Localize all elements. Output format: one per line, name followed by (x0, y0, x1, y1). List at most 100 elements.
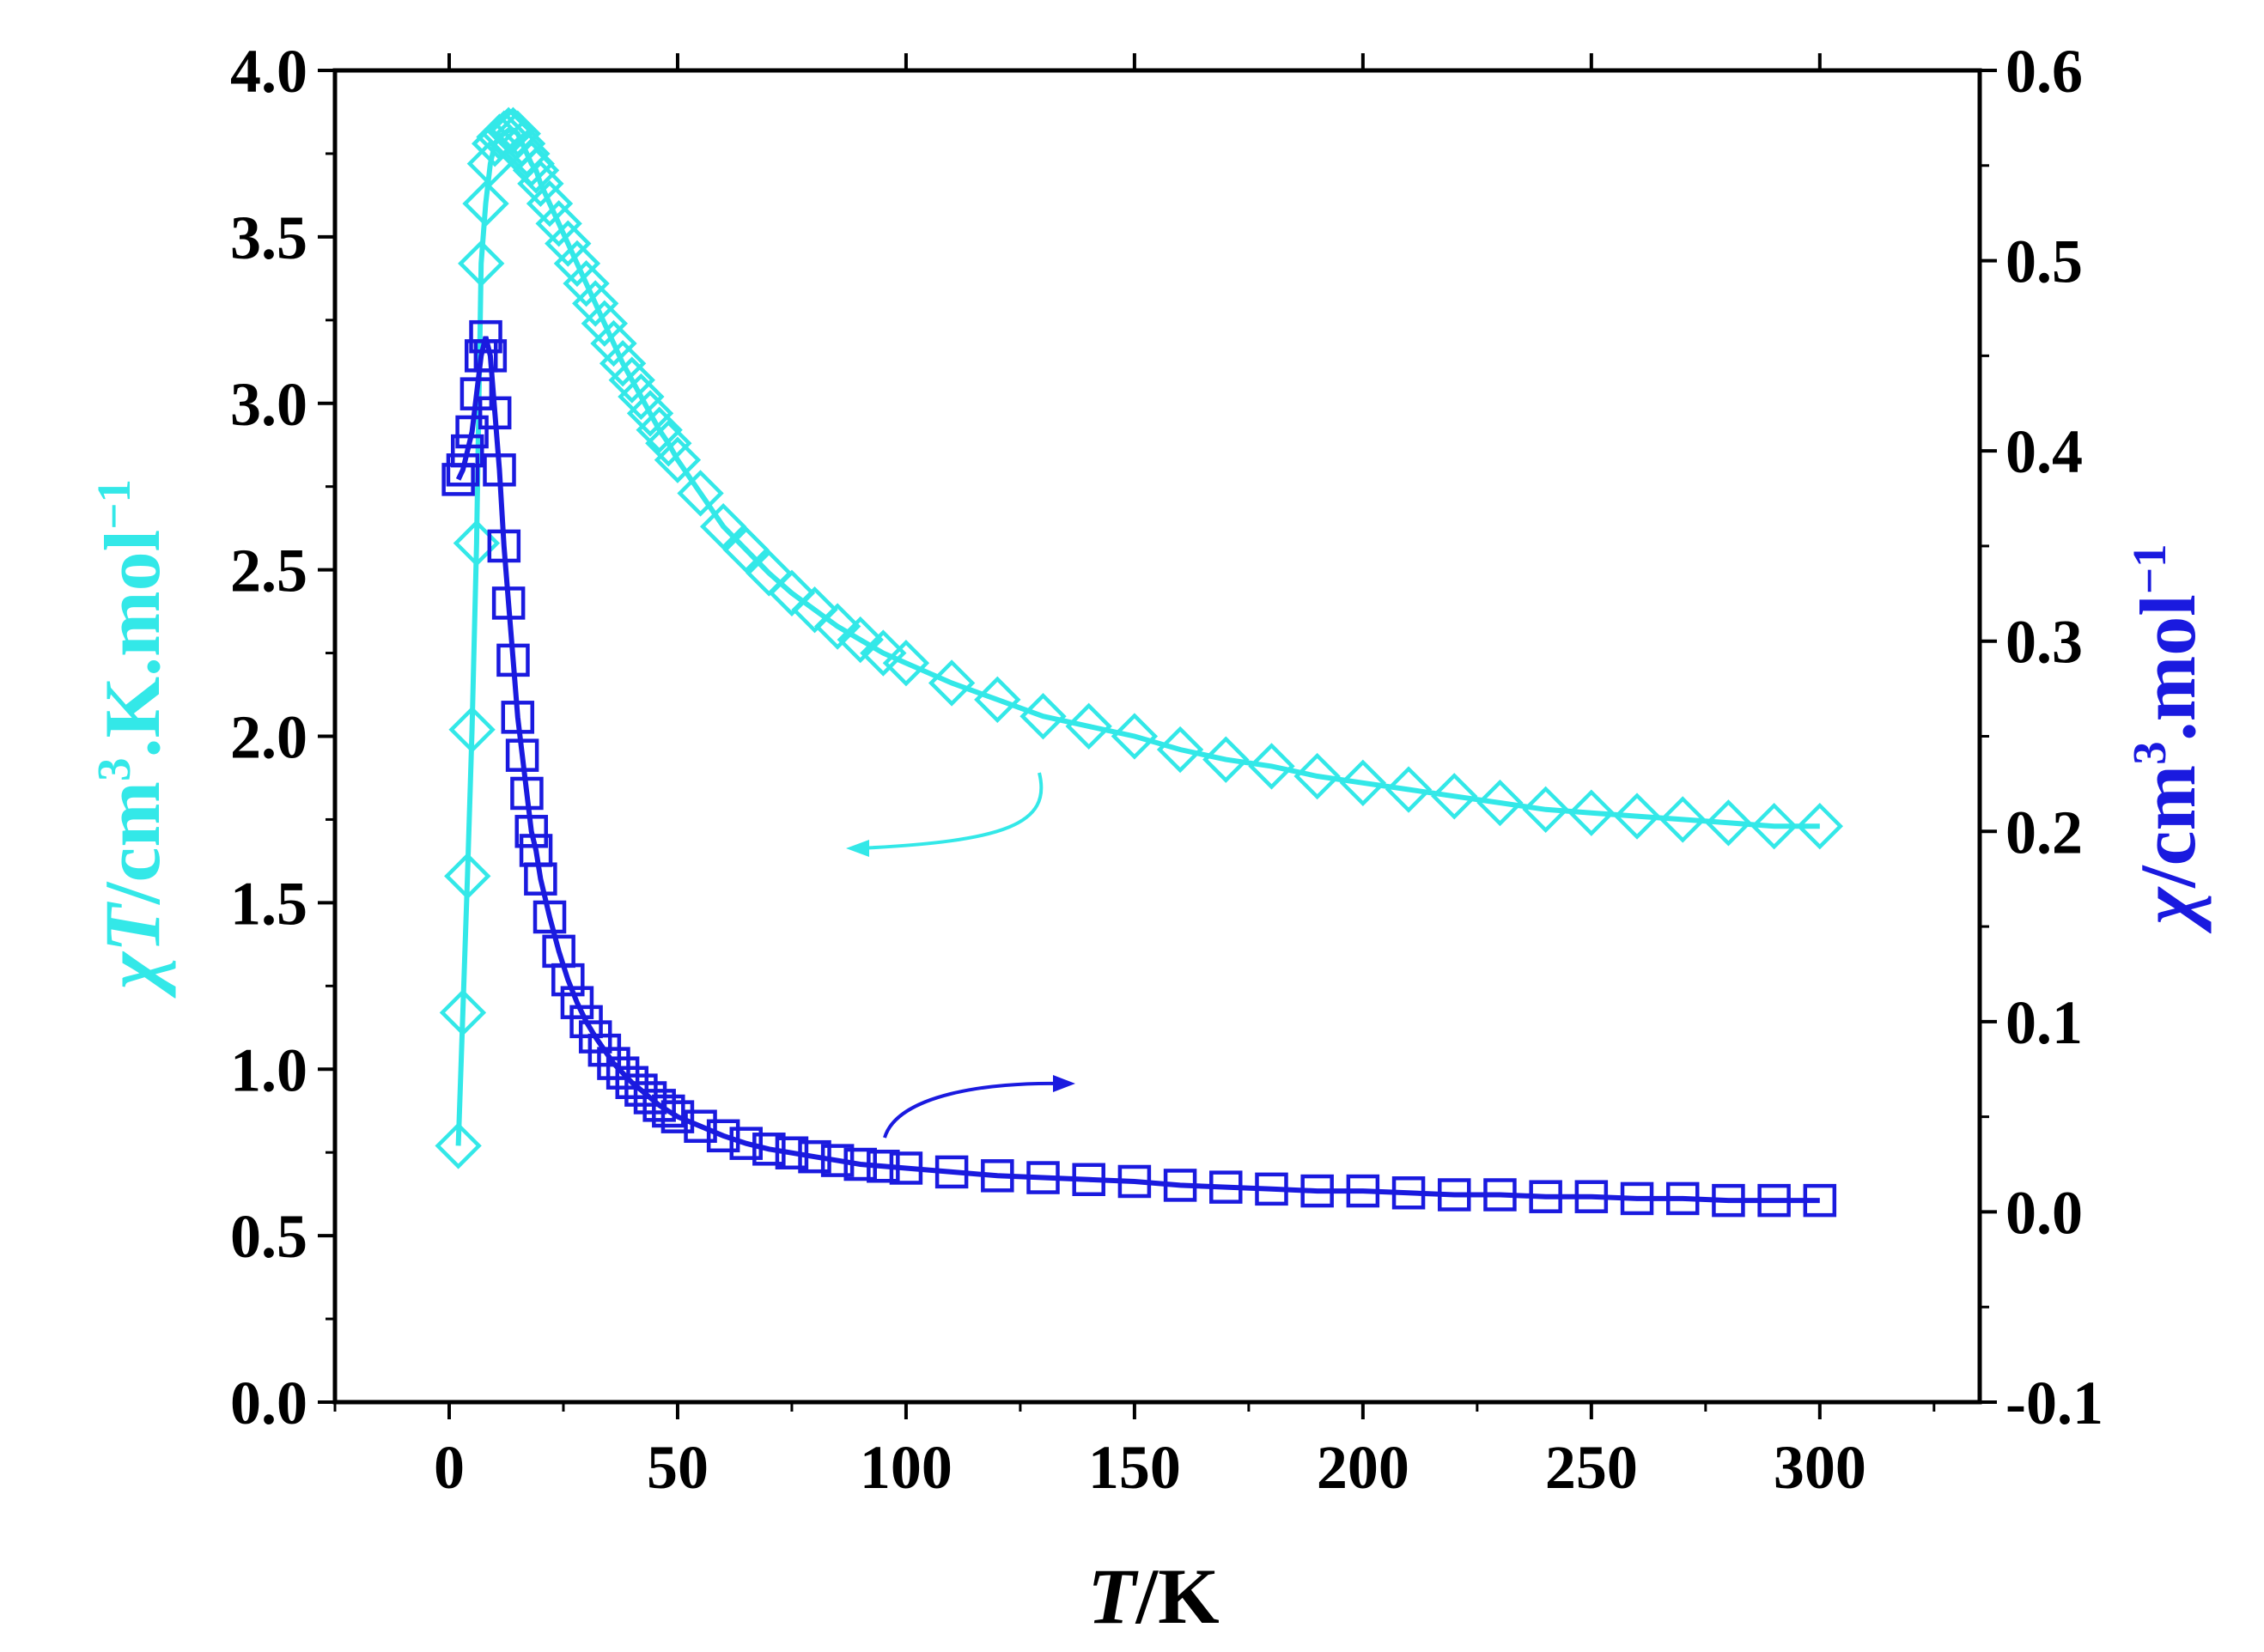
data-point-chi (551, 963, 585, 997)
data-point-chi (1803, 1183, 1837, 1218)
arrow-chi-right-head (1053, 1075, 1075, 1092)
data-point-chi (510, 776, 544, 811)
data-point-chi (505, 738, 539, 772)
data-point-chi (501, 701, 535, 734)
data-point-chi (660, 1100, 695, 1133)
data-point-chi (820, 1144, 855, 1177)
data-point-chi (642, 1089, 676, 1122)
data-point-chiT (435, 1122, 482, 1169)
x-tick-label: 200 (1317, 1433, 1409, 1502)
data-point-chi (533, 900, 567, 934)
data-point-chi (455, 415, 489, 449)
data-point-chi (487, 529, 521, 563)
data-point-chi (496, 643, 530, 677)
data-point-chi (1483, 1178, 1517, 1212)
data-point-chi (514, 815, 548, 848)
y-right-tick-label: 0.3 (2005, 608, 2083, 677)
arrow-chi-right (883, 1081, 1064, 1139)
y-left-tick-label: 2.5 (230, 537, 307, 605)
x-tick-label: 250 (1545, 1433, 1638, 1502)
data-point-chi (473, 339, 508, 373)
data-point-chiT (626, 390, 674, 437)
y-left-tick-label: 3.5 (230, 203, 307, 272)
data-point-chi (1072, 1163, 1105, 1197)
data-point-chiT (590, 319, 637, 367)
data-point-chiT (813, 603, 861, 650)
data-point-chiT (860, 629, 907, 677)
data-point-chi (1757, 1183, 1791, 1218)
arrow-chiT-left-head (846, 840, 869, 857)
data-point-chiT (1476, 779, 1524, 827)
data-point-chi (889, 1151, 923, 1185)
x-tick-label: 300 (1774, 1433, 1866, 1502)
data-point-chiT (545, 220, 592, 267)
y-left-tick-label: 3.0 (230, 370, 307, 439)
data-point-chiT (1248, 743, 1295, 790)
y-left-tick-label: 1.0 (230, 1036, 307, 1104)
data-point-chi (1346, 1174, 1380, 1208)
data-point-chi (798, 1139, 831, 1174)
data-point-chi (867, 1150, 900, 1183)
x-tick-label: 150 (1088, 1433, 1181, 1502)
data-point-chi (606, 1056, 640, 1090)
data-point-chi (981, 1159, 1014, 1193)
y-right-tick-label: 0.5 (2005, 228, 2083, 296)
series-fit-lines (455, 127, 1820, 1204)
data-point-chiT (512, 147, 560, 194)
data-point-chiT (599, 340, 647, 387)
data-point-chiT (1019, 693, 1067, 740)
data-point-chi (1255, 1172, 1288, 1206)
data-point-chiT (439, 989, 487, 1036)
data-point-chiT (928, 659, 976, 707)
data-point-chiT (636, 406, 683, 453)
data-point-chiT (458, 240, 505, 288)
data-point-chiT (448, 706, 496, 753)
data-point-chiT (645, 420, 692, 467)
data-point-chi (684, 1109, 717, 1143)
y-right-tick-label: 0.2 (2005, 798, 2083, 866)
data-point-chi (1163, 1169, 1197, 1202)
x-axis-ticks: 0 50 100 150 200 250 300 (333, 53, 1936, 1502)
fit-line-chiT (455, 127, 1820, 1146)
data-point-chi (1117, 1164, 1152, 1199)
y-left-tick-label: 2.0 (230, 703, 307, 772)
data-point-chiT (1202, 736, 1250, 783)
data-point-chiT (535, 200, 582, 247)
x-tick-label: 50 (647, 1433, 709, 1502)
data-point-chiT (746, 550, 793, 597)
data-point-chiT (1659, 796, 1707, 843)
data-point-chiT (462, 179, 509, 228)
y-right-tick-label: 0.4 (2005, 417, 2083, 486)
data-point-chi (491, 586, 526, 620)
x-axis-title: T/K (1087, 1552, 1219, 1640)
data-point-chi (775, 1136, 809, 1169)
data-point-chiT (974, 676, 1021, 724)
data-point-chiT (572, 280, 619, 327)
data-point-chiT (1111, 713, 1159, 760)
data-point-chiT (1750, 803, 1798, 850)
data-point-chiT (618, 373, 665, 421)
data-point-chiT (768, 569, 816, 616)
data-point-chiT (444, 853, 491, 900)
data-point-chi (729, 1127, 763, 1160)
y-right-tick-label: 0.1 (2005, 988, 2083, 1057)
data-point-chi (1620, 1181, 1654, 1216)
data-point-chiT (1796, 803, 1844, 850)
data-point-chiT (1293, 752, 1341, 800)
data-point-chi (934, 1155, 969, 1189)
x-tick-label: 0 (434, 1433, 465, 1502)
data-point-chi (483, 453, 516, 487)
series-markers (435, 106, 1844, 1218)
y-right-tick-label: 0.0 (2005, 1178, 2083, 1247)
data-point-chiT (526, 179, 574, 228)
data-point-chi (652, 1094, 685, 1128)
data-point-chi (459, 377, 494, 410)
left-y-axis-ticks: 0.0 0.5 1.0 1.5 2.0 2.5 3.0 3.5 4.0 (230, 37, 335, 1437)
data-point-chiT (1567, 789, 1616, 836)
right-y-axis-title: χ/cm3.mol−1 (2123, 544, 2212, 933)
left-y-axis-title: χT/cm3.K.mol−1 (88, 479, 176, 999)
data-point-chiT (1339, 759, 1387, 806)
data-point-chi (843, 1147, 877, 1181)
y-left-tick-label: 1.5 (230, 869, 307, 938)
